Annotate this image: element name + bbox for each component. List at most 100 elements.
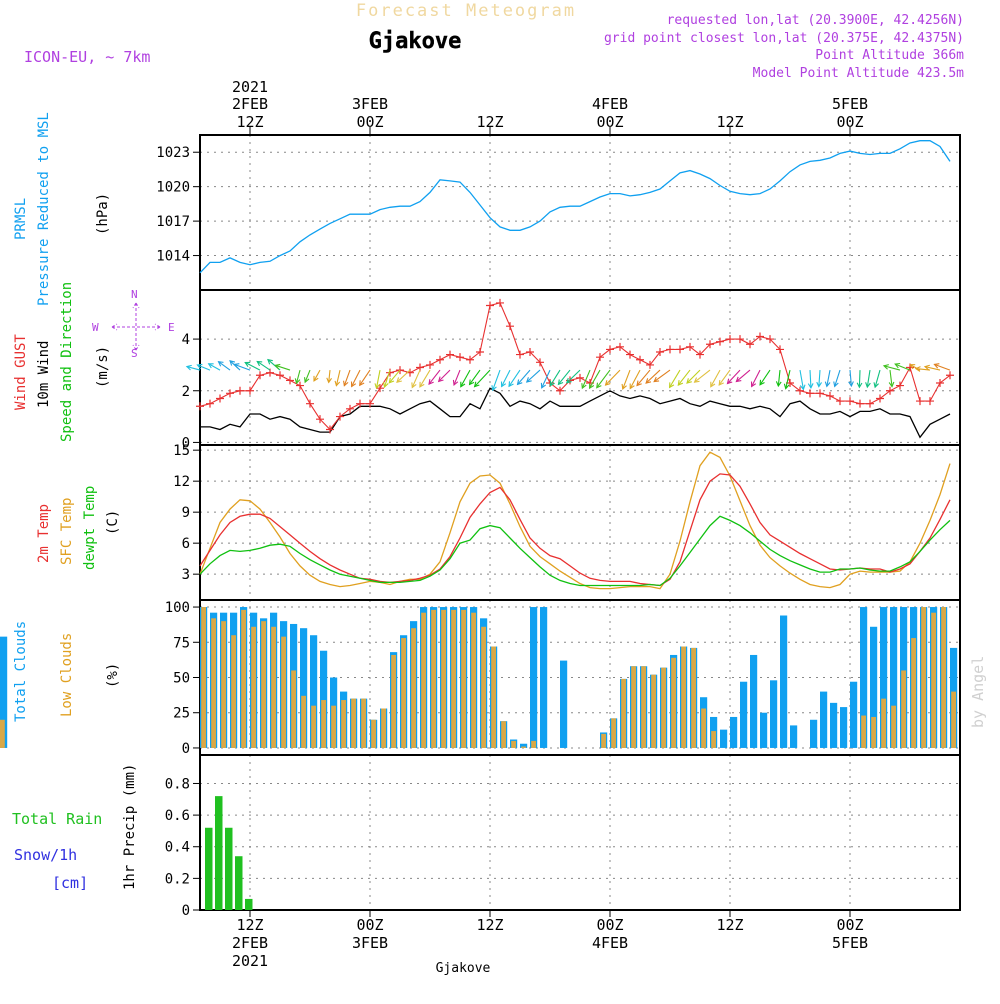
wind-gust-point (716, 337, 724, 346)
wind-direction-arrow (313, 369, 321, 382)
wind-arrow-head (207, 363, 214, 369)
wind-arrow-head (824, 381, 831, 388)
temp-ytick-label: 6 (182, 536, 190, 552)
total-cloud-bar (810, 719, 818, 748)
prmsl-label: PRMSL (13, 198, 29, 240)
wind-gust-point (226, 389, 234, 398)
wind-arrow-head (396, 377, 402, 384)
total-cloud-bar (540, 607, 548, 748)
wind-gust-point (376, 384, 384, 393)
wind-arrow-head (294, 378, 301, 385)
wind-arrow-head (217, 361, 224, 367)
pressure-ytick-label: 1014 (156, 249, 190, 265)
wind-gust-point (826, 391, 834, 400)
wind-direction-arrow (208, 363, 221, 371)
precip-ytick-label: 0.8 (165, 776, 190, 792)
clouds-unit: (%) (105, 663, 121, 688)
total-cloud-bar (880, 607, 888, 748)
wind-gust-point (306, 399, 314, 408)
rain-bar (245, 898, 253, 910)
low-cloud-bar (431, 609, 436, 748)
wind-direction-arrow (453, 369, 461, 386)
wind-arrow-head (750, 381, 757, 388)
wind-direction-arrow (581, 369, 591, 389)
temp-ytick-label: 15 (173, 443, 190, 459)
watermark: by Angel (969, 656, 987, 728)
wind-gust-point (756, 332, 764, 341)
wind-direction-arrow (244, 362, 261, 371)
wind-10m-label: 10m Wind (36, 341, 52, 408)
wind-gust-point (746, 340, 754, 349)
temperature-panel: 3 6 9 12 15 (173, 443, 961, 601)
wind-gust-point (316, 415, 324, 424)
low-cloud-bar (681, 646, 686, 748)
wind-gust-point (886, 386, 894, 395)
wind-arrow-head (388, 377, 395, 384)
wind-direction-arrow (549, 369, 561, 386)
total-cloud-bar (830, 702, 838, 748)
wind-panel: 0 2 4 (182, 289, 961, 451)
wind-arrow-head (783, 383, 790, 390)
low-cloud-bar (271, 626, 276, 748)
low-cloud-bar (901, 670, 906, 748)
top-tick-label: 12Z (236, 113, 263, 131)
wind-arrow-head (326, 377, 332, 384)
wind-direction-arrow (645, 369, 661, 384)
wind-arrow-head (645, 378, 652, 384)
wind-gust-point (916, 397, 924, 406)
wind-direction-arrow (718, 369, 731, 386)
total-cloud-bar (780, 615, 788, 748)
wind-direction-arrow (526, 369, 541, 383)
wind-arrow-head (350, 381, 357, 388)
low-cloud-bar (0, 719, 5, 748)
wind-direction-arrow (834, 369, 841, 387)
low-cloud-bar (861, 715, 866, 748)
total-cloud-bar (730, 716, 738, 748)
wind-direction-arrow (858, 370, 861, 388)
precip-ytick-label: 0.4 (165, 840, 190, 856)
wind-unit: (m/s) (95, 346, 111, 388)
low-cloud-bar (691, 647, 696, 748)
bottom-tick-label: 00Z (596, 916, 623, 934)
wind-direction-arrow (438, 369, 451, 382)
footer-location: Gjakove (436, 961, 491, 976)
wind-direction-arrow (469, 369, 481, 385)
clouds-ytick-label: 75 (173, 635, 190, 651)
total-cloud-bar (300, 628, 308, 748)
bottom-tick-label: 12Z (236, 916, 263, 934)
wind-gust-point (706, 340, 714, 349)
wind-arrow-head (565, 377, 572, 384)
wind-direction-arrow (328, 370, 331, 383)
wind-direction-arrow (727, 369, 741, 384)
total-cloud-bar (310, 635, 318, 748)
wind-direction-arrow (388, 369, 401, 384)
low-cloud-bar (951, 691, 956, 748)
pressure-ytick-label: 1020 (156, 180, 190, 196)
wind-arrow-head (799, 384, 806, 391)
total-cloud-bar (520, 743, 528, 748)
wind-arrow-head (816, 381, 823, 388)
wind-arrow-head (557, 379, 564, 386)
low-cloud-bar (461, 609, 466, 748)
clouds-panel: 0 25 50 75 100 (0, 599, 961, 757)
wind-gust-point (236, 386, 244, 395)
temp-unit: (C) (105, 510, 121, 535)
rain-bar (225, 827, 233, 910)
wind-arrow-head (888, 381, 895, 388)
wind-gust-point (326, 425, 334, 434)
low-cloud-bar (221, 621, 226, 748)
wind-gust-point (616, 342, 624, 351)
wind-gust-point (676, 345, 684, 354)
top-tick-label: 00Z (836, 113, 863, 131)
low-cloud-bar (351, 698, 356, 748)
wind-direction-arrow (396, 369, 411, 383)
wind-arrow-head (677, 380, 684, 386)
wind-gust-point (876, 394, 884, 403)
wind-arrow-head (525, 377, 532, 383)
wind-arrow-head (604, 380, 611, 386)
wind-arrow-head (873, 382, 879, 389)
low-clouds-label: Low Clouds (59, 633, 75, 717)
low-cloud-bar (321, 700, 326, 748)
wind-gust-point (476, 348, 484, 356)
wind-direction-arrow (636, 369, 651, 386)
